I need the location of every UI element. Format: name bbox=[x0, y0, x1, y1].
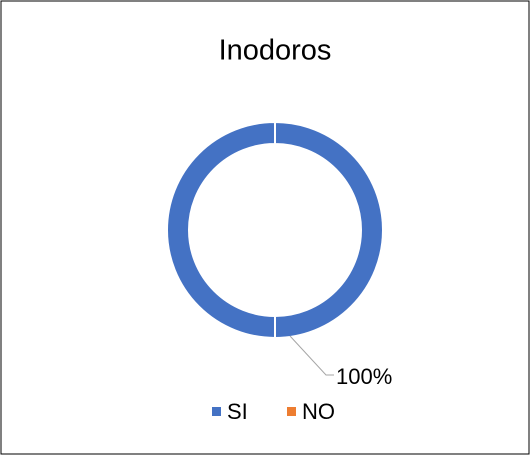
chart-title: Inodoros bbox=[219, 35, 332, 67]
legend-swatch bbox=[212, 407, 221, 416]
donut-segment bbox=[166, 120, 384, 340]
legend-label: NO bbox=[302, 399, 335, 424]
legend-label: SI bbox=[227, 399, 248, 424]
legend-swatch bbox=[287, 407, 296, 416]
data-label: 100% bbox=[336, 364, 392, 389]
leader-line bbox=[289, 335, 334, 376]
